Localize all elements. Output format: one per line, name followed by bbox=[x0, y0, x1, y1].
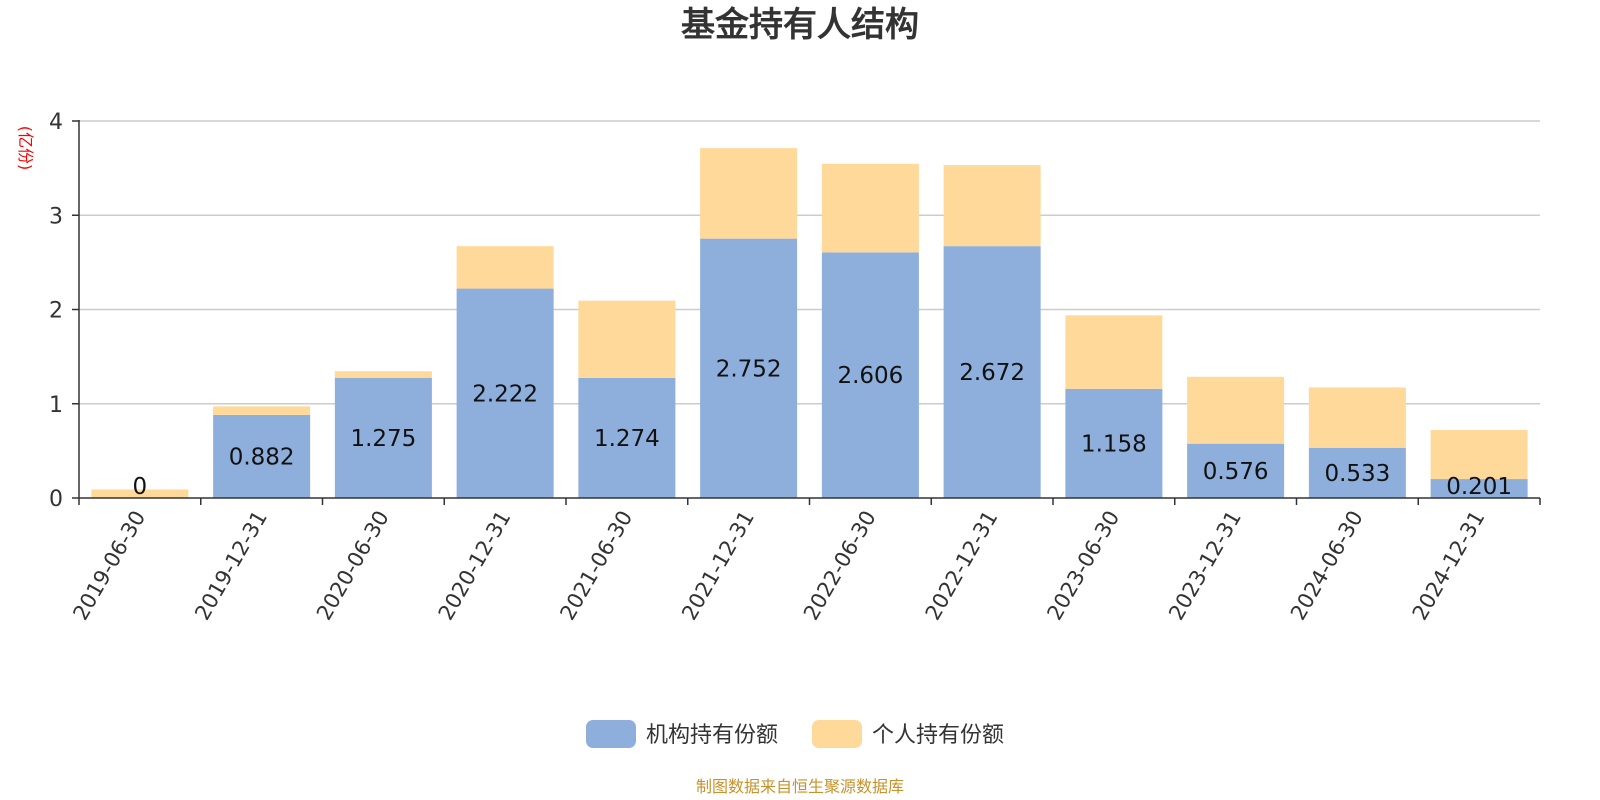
bars bbox=[91, 148, 1528, 498]
data-label: 0.201 bbox=[1446, 474, 1512, 500]
data-label: 2.606 bbox=[837, 363, 903, 389]
bar-individual bbox=[943, 165, 1041, 247]
x-tick-labels: 2019-06-30 2019-12-31 2020-06-30 2020-12-31… bbox=[68, 507, 1489, 625]
legend-label-institution: 机构持有份额 bbox=[646, 723, 778, 748]
bar-institution bbox=[1308, 447, 1406, 498]
data-label: 0.882 bbox=[229, 444, 295, 470]
x-tick-label: 2024-12-31 bbox=[1408, 507, 1490, 625]
y-tick-label: 2 bbox=[49, 299, 63, 324]
data-label: 1.275 bbox=[350, 426, 416, 452]
data-label: 1.274 bbox=[594, 426, 660, 452]
axes bbox=[72, 120, 1541, 505]
y-tick-label: 0 bbox=[49, 487, 63, 512]
bar-institution bbox=[700, 238, 798, 498]
x-tick-label: 2023-12-31 bbox=[1164, 507, 1246, 625]
x-tick-label: 2022-06-30 bbox=[799, 507, 881, 625]
bar-institution bbox=[1187, 443, 1285, 498]
legend-swatch-individual bbox=[812, 720, 862, 748]
bar-individual bbox=[1065, 315, 1163, 389]
data-labels: 0 0.882 1.275 2.222 1.274 2.752 2.606 2.672 1.15… bbox=[133, 356, 1513, 500]
y-tick-labels: 0 1 2 3 4 bbox=[49, 110, 63, 512]
x-tick-label: 2019-06-30 bbox=[68, 507, 150, 625]
gridlines bbox=[79, 120, 1540, 405]
bar-individual bbox=[1308, 387, 1406, 448]
bar-institution bbox=[213, 414, 311, 498]
x-tick-label: 2021-12-31 bbox=[677, 507, 759, 625]
y-axis-unit: (亿份) bbox=[16, 126, 35, 171]
bar-individual bbox=[1187, 376, 1285, 444]
data-source-note: 制图数据来自恒生聚源数据库 bbox=[696, 777, 904, 796]
chart-title: 基金持有人结构 bbox=[681, 5, 919, 45]
data-label: 0.576 bbox=[1203, 459, 1269, 485]
legend-swatch-institution bbox=[586, 720, 636, 748]
bar-individual bbox=[334, 371, 432, 378]
y-tick-label: 4 bbox=[49, 110, 63, 135]
x-tick-label: 2020-06-30 bbox=[312, 507, 394, 625]
legend-label-individual: 个人持有份额 bbox=[872, 723, 1004, 748]
bar-individual bbox=[1430, 430, 1528, 480]
bar-institution bbox=[1065, 388, 1163, 498]
data-label: 1.158 bbox=[1081, 431, 1147, 457]
data-label: 0 bbox=[133, 474, 148, 500]
x-tick-label: 2019-12-31 bbox=[190, 507, 272, 625]
bar-individual bbox=[456, 246, 554, 289]
x-tick-label: 2020-12-31 bbox=[434, 507, 516, 625]
x-tick-label: 2021-06-30 bbox=[555, 507, 637, 625]
x-tick-label: 2023-06-30 bbox=[1042, 507, 1124, 625]
bar-institution bbox=[456, 288, 554, 498]
data-label: 2.672 bbox=[959, 360, 1025, 386]
bar-institution bbox=[1430, 479, 1528, 498]
bar-individual bbox=[91, 489, 189, 498]
bar-individual bbox=[578, 300, 676, 378]
bar-individual bbox=[821, 163, 919, 253]
data-label: 0.533 bbox=[1324, 461, 1390, 487]
bar-institution bbox=[943, 246, 1041, 498]
bar-institution bbox=[578, 377, 676, 498]
y-tick-label: 3 bbox=[49, 204, 63, 229]
x-tick-label: 2022-12-31 bbox=[921, 507, 1003, 625]
x-tick-label: 2024-06-30 bbox=[1286, 507, 1368, 625]
bar-individual bbox=[700, 148, 798, 239]
y-tick-label: 1 bbox=[49, 393, 63, 418]
bar-institution bbox=[821, 252, 919, 498]
data-label: 2.752 bbox=[716, 356, 782, 382]
bar-institution bbox=[334, 377, 432, 498]
data-label: 2.222 bbox=[472, 381, 538, 407]
bar-individual bbox=[213, 406, 311, 415]
legend: 机构持有份额 个人持有份额 bbox=[586, 720, 1004, 748]
